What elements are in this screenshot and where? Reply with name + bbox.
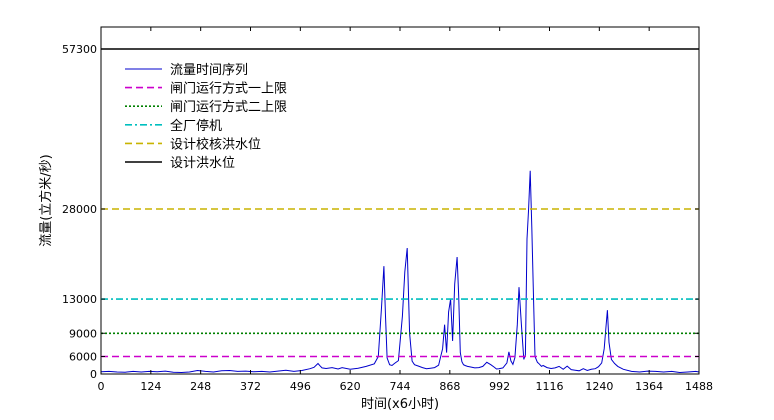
x-tick-label-0: 0	[98, 380, 105, 393]
x-tick-label-11: 1364	[635, 380, 663, 393]
x-tick-label-12: 1488	[685, 380, 713, 393]
legend-label-5: 设计洪水位	[170, 156, 235, 171]
x-tick-label-9: 1116	[536, 380, 564, 393]
legend-label-4: 设计校核洪水位	[170, 136, 261, 152]
legend-label-3: 全厂停机	[170, 118, 222, 134]
x-axis: 0 124 248 372 496 620 744 868 992 1116 1240 1364 148…	[98, 27, 713, 393]
legend-label-0: 流量时间序列	[170, 63, 248, 78]
y-axis-label: 流量(立方米/秒)	[38, 154, 54, 247]
x-tick-label-1: 124	[140, 380, 161, 393]
x-tick-label-3: 372	[240, 380, 261, 393]
plot-frame	[100, 26, 700, 375]
y-tick-label-1: 6000	[69, 350, 97, 363]
y-tick-label-4: 28000	[62, 203, 97, 216]
series-layer	[100, 48, 700, 374]
y-tick-label-2: 9000	[69, 327, 97, 340]
x-tick-label-6: 744	[390, 380, 411, 393]
series-line-0	[100, 170, 700, 374]
y-tick-label-3: 13000	[62, 293, 97, 306]
x-axis-label: 时间(x6小时)	[361, 397, 439, 412]
legend-label-1: 闸门运行方式一上限	[170, 81, 287, 97]
y-axis: 0 6000 9000 13000 28000 57300	[62, 43, 699, 381]
x-tick-label-8: 992	[489, 380, 510, 393]
x-tick-label-4: 496	[290, 380, 311, 393]
legend-label-2: 闸门运行方式二上限	[170, 99, 287, 115]
x-tick-label-2: 248	[190, 380, 211, 393]
x-tick-label-10: 1240	[585, 380, 613, 393]
x-tick-label-7: 868	[439, 380, 460, 393]
plot-area	[100, 26, 700, 375]
y-tick-label-0: 0	[90, 368, 97, 381]
y-tick-label-5: 57300	[62, 43, 97, 56]
x-tick-label-5: 620	[340, 380, 361, 393]
